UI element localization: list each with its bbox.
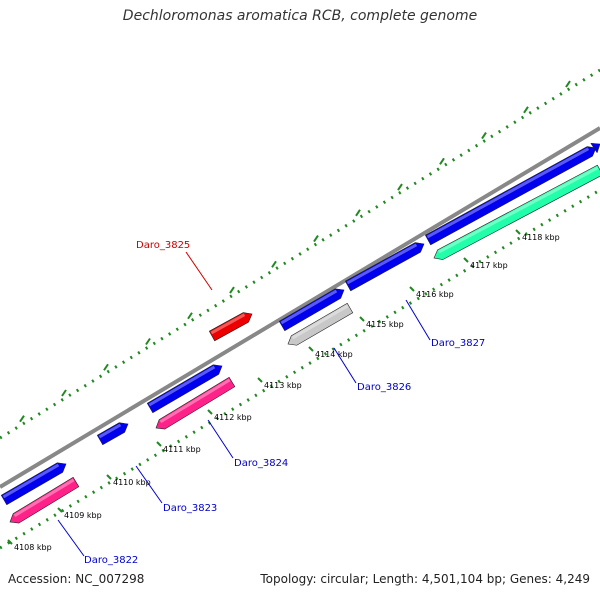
gene-daro-3822-reverse — [9, 476, 80, 524]
gene-features — [0, 142, 600, 524]
gene-daro-3825-shine — [210, 313, 246, 335]
outer-tick-mark — [523, 106, 529, 114]
gene-edge-fragment-body — [590, 142, 600, 153]
kbp-tick-label: 4116 kbp — [416, 290, 454, 299]
gene-daro-3827-b — [424, 146, 597, 246]
kbp-tick-label: 4113 kbp — [264, 381, 302, 390]
kbp-tick-mark — [207, 409, 213, 415]
kbp-tick-mark — [257, 377, 263, 383]
gene-label-leader — [207, 419, 234, 459]
gene-daro-3822-reverse-body — [9, 476, 80, 524]
kbp-tick-label: 4110 kbp — [113, 478, 151, 487]
outer-tick-mark — [271, 260, 277, 268]
gene-daro-3825-body — [208, 312, 253, 342]
gene-label-daro_3827: Daro_3827 — [431, 338, 485, 349]
gene-label-daro_3825: Daro_3825 — [136, 240, 190, 251]
genome-backbone — [0, 126, 600, 489]
kbp-tick-mark — [106, 474, 112, 480]
outer-tick-mark — [103, 363, 109, 371]
outer-tick-mark — [187, 312, 193, 320]
backbone-line — [0, 126, 600, 489]
gene-label-daro_3823: Daro_3823 — [163, 503, 217, 514]
gene-daro-3827-a-body — [344, 242, 425, 292]
gene-daro-3823-body — [96, 422, 129, 446]
gene-daro-3823 — [96, 422, 129, 446]
kbp-tick-mark — [409, 286, 415, 292]
outer-dotted-line — [0, 68, 600, 440]
gene-label-daro_3826: Daro_3826 — [357, 382, 411, 393]
outer-tick-mark — [355, 209, 361, 217]
gene-labels: Daro_3822 Daro_3823 Daro_3824 Daro_3825 Daro… — [57, 240, 485, 566]
kbp-tick-label: 4111 kbp — [163, 445, 201, 454]
kbp-tick-mark — [359, 316, 365, 322]
outer-tick-mark — [565, 80, 571, 88]
gene-teal-reverse-shine — [438, 166, 599, 254]
gene-label-daro_3822: Daro_3822 — [84, 555, 138, 566]
gene-daro-3826-reverse — [287, 302, 354, 346]
gene-daro-3822-forward — [0, 462, 67, 506]
gene-daro-3824-forward-shine — [148, 365, 216, 407]
gene-label-leader — [135, 465, 163, 504]
outer-tick-mark — [481, 131, 487, 140]
gene-label-leader — [57, 519, 85, 557]
outer-tick-mark — [19, 415, 25, 423]
kbp-tick-label: 4109 kbp — [64, 511, 102, 520]
outer-tick-mark — [61, 389, 67, 397]
kbp-tick-label: 4117 kbp — [470, 261, 508, 270]
gene-daro-3822-forward-shine — [2, 463, 60, 499]
gene-daro-3827-b-shine — [426, 147, 590, 239]
gene-label-daro_3824: Daro_3824 — [234, 458, 288, 469]
gene-daro-3827-b-body — [424, 146, 597, 246]
gene-daro-3825 — [208, 312, 253, 342]
kbp-ticks: 4108 kbp 4109 kbp 4110 kbp 4111 kbp 4112 kbp… — [7, 80, 571, 552]
outer-tick-mark — [397, 183, 403, 191]
kbp-tick-label: 4115 kbp — [366, 320, 404, 329]
gene-daro-3827-a — [344, 242, 425, 292]
gene-daro-3826-forward — [278, 288, 345, 332]
map-title: Dechloromonas aromatica RCB, complete ge… — [122, 8, 478, 24]
dotted-track-lines — [0, 68, 600, 550]
gene-edge-fragment — [590, 142, 600, 153]
kbp-tick-mark — [57, 507, 63, 513]
gene-daro-3826-reverse-body — [287, 302, 354, 346]
kbp-tick-mark — [308, 346, 314, 352]
gene-daro-3823-shine — [98, 423, 122, 439]
outer-tick-mark — [229, 286, 235, 294]
outer-tick-mark — [313, 234, 319, 243]
kbp-tick-label: 4108 kbp — [14, 543, 52, 552]
gene-label-leader — [333, 347, 357, 384]
gene-daro-3824-forward-body — [146, 364, 223, 414]
kbp-tick-mark — [7, 539, 13, 545]
gene-label-leader — [185, 251, 213, 291]
inner-dotted-line — [0, 188, 600, 550]
genome-summary-text: Topology: circular; Length: 4,501,104 bp… — [260, 572, 590, 586]
gene-teal-reverse — [433, 164, 600, 260]
gene-label-leader — [405, 299, 431, 341]
gene-daro-3824-reverse — [155, 376, 236, 430]
outer-tick-mark — [439, 157, 445, 165]
gene-daro-3824-reverse-body — [155, 376, 236, 430]
accession-text: Accession: NC_007298 — [8, 572, 145, 586]
kbp-tick-label: 4112 kbp — [214, 413, 252, 422]
gene-teal-reverse-body — [433, 164, 600, 260]
gene-daro-3826-forward-shine — [280, 289, 338, 325]
gene-daro-3826-reverse-shine — [291, 304, 349, 340]
gene-daro-3826-forward-body — [278, 288, 345, 332]
gene-daro-3824-reverse-shine — [159, 378, 231, 424]
gene-daro-3822-forward-body — [0, 462, 67, 506]
gene-daro-3827-a-shine — [346, 243, 418, 285]
kbp-tick-label: 4114 kbp — [315, 350, 353, 359]
outer-tick-mark — [145, 337, 151, 346]
kbp-tick-mark — [156, 441, 162, 447]
kbp-tick-mark — [463, 257, 469, 263]
gene-daro-3824-forward — [146, 364, 223, 414]
gene-daro-3822-reverse-shine — [13, 478, 75, 518]
kbp-tick-mark — [515, 229, 521, 235]
kbp-tick-label: 4118 kbp — [522, 233, 560, 242]
